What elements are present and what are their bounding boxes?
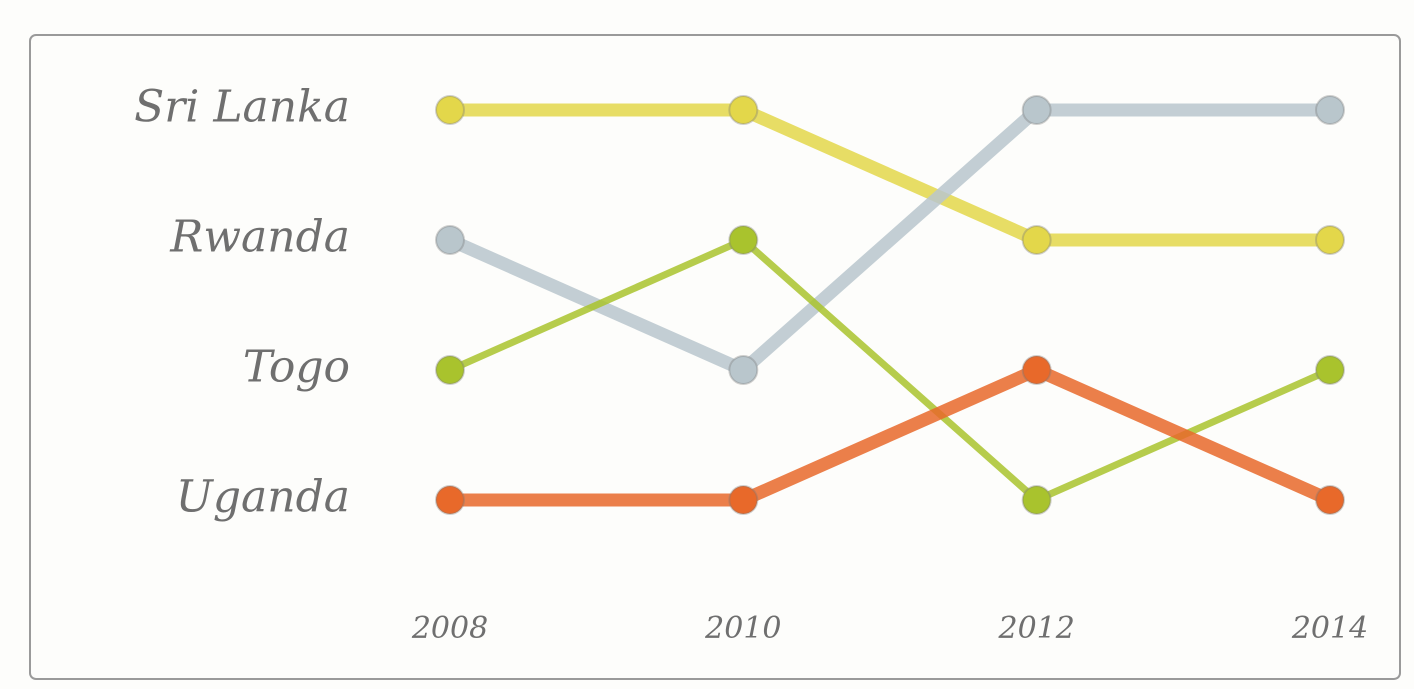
point bbox=[435, 485, 465, 515]
point bbox=[1021, 485, 1052, 515]
x-tick-label: 2010 bbox=[704, 611, 781, 646]
point bbox=[1315, 225, 1345, 255]
series-label: Rwanda bbox=[169, 212, 350, 263]
series-line bbox=[446, 236, 1334, 504]
series-label: Togo bbox=[243, 342, 350, 393]
x-tick-label: 2008 bbox=[411, 611, 488, 646]
series-line bbox=[443, 103, 1337, 247]
point bbox=[435, 225, 465, 255]
point bbox=[1021, 225, 1052, 255]
series-label: Sri Lanka bbox=[134, 82, 350, 133]
point bbox=[1315, 355, 1345, 385]
x-tick-label: 2012 bbox=[997, 611, 1074, 646]
point bbox=[1315, 95, 1345, 125]
series-label: Uganda bbox=[176, 472, 350, 523]
point bbox=[1021, 95, 1052, 125]
point bbox=[435, 355, 465, 385]
x-tick-label: 2014 bbox=[1291, 611, 1368, 646]
point bbox=[728, 485, 759, 515]
series-line bbox=[443, 363, 1337, 507]
frame bbox=[29, 34, 1401, 680]
point bbox=[728, 95, 759, 125]
point bbox=[728, 355, 759, 385]
point bbox=[1315, 485, 1345, 515]
point bbox=[435, 95, 465, 125]
point bbox=[1021, 355, 1052, 385]
point bbox=[728, 225, 759, 255]
